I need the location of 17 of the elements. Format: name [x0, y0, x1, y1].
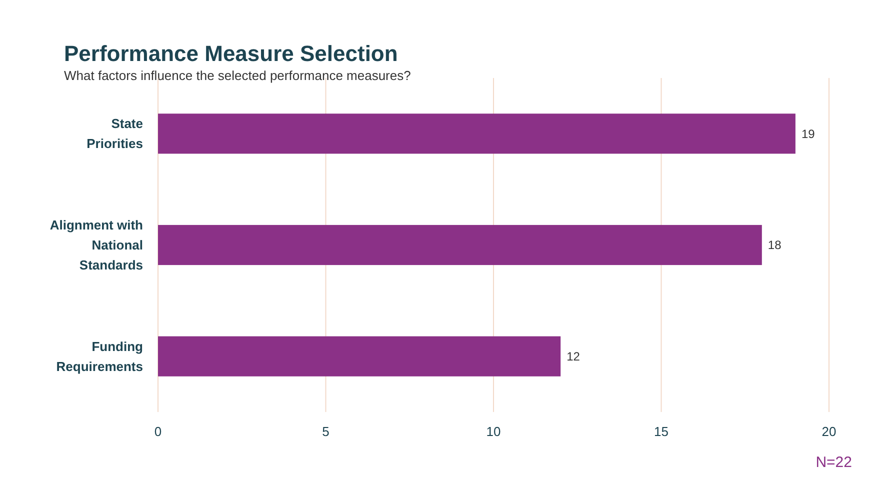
bar: [158, 224, 762, 266]
x-tick-label: 20: [822, 424, 836, 439]
data-label: 12: [566, 350, 580, 364]
chart-subtitle: What factors influence the selected performance measures?: [64, 68, 411, 83]
text: N=22: [816, 454, 852, 471]
bar: [158, 336, 561, 376]
chart-title: Performance Measure Selection: [64, 41, 398, 66]
data-label: 18: [768, 238, 782, 252]
x-tick-label: 15: [654, 424, 668, 439]
x-tick-label: 5: [322, 424, 330, 439]
x-tick-label: 10: [486, 424, 501, 439]
y-tick-label: Alignment with National Standards: [50, 218, 144, 273]
data-label: 19: [801, 126, 816, 141]
y-tick-label: Funding Requirements: [56, 338, 144, 374]
bar: [158, 114, 796, 154]
x-tick-label: 0: [154, 424, 162, 439]
y-tick-label: State Priorities: [86, 116, 143, 152]
